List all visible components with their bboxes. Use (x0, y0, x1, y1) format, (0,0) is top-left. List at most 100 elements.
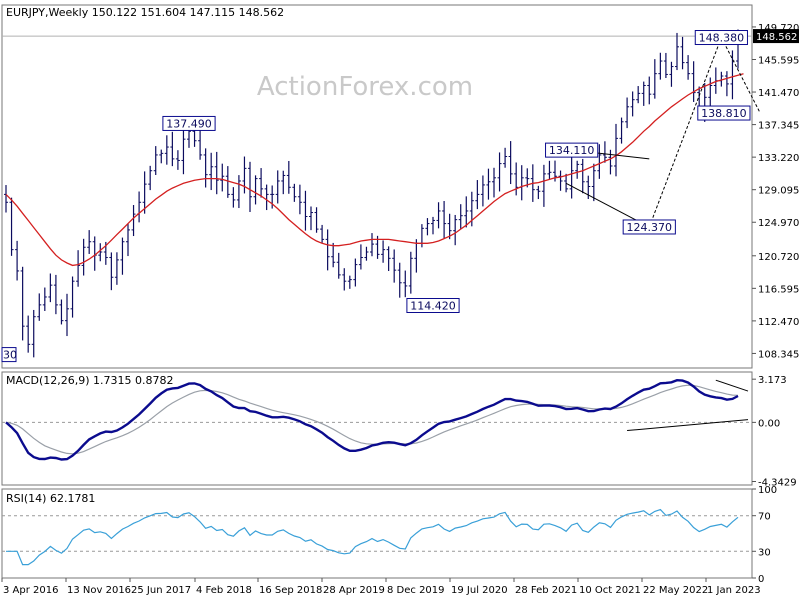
price-bar (686, 55, 691, 80)
price-bar (403, 270, 408, 298)
price-bar (497, 152, 502, 192)
price-bar (641, 81, 646, 106)
y-tick-label: 70 (758, 512, 771, 523)
price-bar (59, 299, 64, 325)
price-bar (170, 131, 175, 167)
y-tick-label: 3.173 (758, 375, 787, 386)
price-bar (131, 205, 136, 237)
price-bar (347, 275, 352, 289)
price-bar (26, 315, 31, 353)
y-tick-label: 129.095 (758, 186, 799, 197)
price-bar (658, 52, 663, 80)
price-bar (663, 52, 668, 79)
price-bar (619, 117, 624, 144)
macd-line (5, 378, 739, 461)
price-annotation-label: 124.370 (627, 221, 673, 234)
macd-signal-line (5, 384, 739, 455)
price-bar (20, 266, 25, 341)
price-bar (486, 168, 491, 200)
price-bar (231, 187, 236, 208)
price-bar (636, 86, 641, 104)
price-bar (53, 274, 58, 315)
price-bar (70, 276, 75, 318)
price-bar (453, 214, 458, 246)
price-bar (76, 250, 81, 287)
price-bar (236, 175, 241, 209)
price-bar (508, 141, 513, 185)
y-tick-label: 124.970 (758, 218, 799, 229)
price-bar (569, 155, 574, 199)
y-tick-label: 108.345 (758, 349, 799, 360)
macd-trendline-lower (627, 419, 749, 432)
price-bar (514, 162, 519, 196)
y-tick-label: -4.3429 (758, 477, 797, 488)
trendline-dashed-rise (648, 37, 722, 228)
last-price-badge-label: 148.562 (756, 32, 797, 43)
left-edge-annotation: 30 (1, 347, 17, 363)
price-bar (325, 229, 330, 271)
price-bar (109, 252, 114, 291)
price-bar (264, 184, 269, 211)
price-bar (342, 268, 347, 291)
price-bar (630, 91, 635, 117)
price-bar (370, 233, 374, 257)
price-annotation: 138.810 (697, 105, 751, 121)
price-bar (37, 293, 42, 321)
price-bar (331, 242, 336, 268)
x-tick-label: 13 Nov 2016 (67, 585, 131, 596)
price-bar (680, 36, 685, 70)
price-bar (297, 184, 302, 215)
rsi-panel-title: RSI(14) 62.1781 (6, 492, 95, 505)
price-bar (602, 141, 607, 163)
y-tick-label: 0.00 (758, 418, 780, 429)
x-tick-label: 22 May 2022 (643, 585, 708, 596)
watermark: ActionForex.com (257, 72, 473, 102)
x-tick-label: 28 Feb 2021 (515, 585, 577, 596)
price-bar (675, 32, 679, 71)
price-bar (652, 59, 657, 99)
price-bar (15, 240, 20, 281)
x-tick-label: 8 Dec 2019 (387, 585, 445, 596)
price-bar (536, 185, 541, 200)
price-bar (309, 206, 313, 231)
price-bar (541, 164, 546, 207)
price-bar (31, 309, 36, 358)
price-bar (558, 170, 563, 191)
price-bar (181, 130, 186, 175)
left-edge-annotation-label: 30 (3, 349, 17, 362)
price-bar (175, 150, 180, 170)
price-annotation-label: 137.490 (166, 117, 212, 130)
price-bar (647, 76, 652, 105)
y-tick-label: 100 (758, 485, 777, 496)
price-bar (203, 148, 208, 188)
price-bar (386, 246, 391, 272)
price-bar (392, 249, 397, 283)
price-bar (159, 149, 164, 164)
panel-frame (1, 488, 753, 579)
y-tick-label: 133.220 (758, 153, 799, 164)
x-tick-label: 25 Jun 2017 (131, 585, 191, 596)
price-bar (475, 180, 480, 210)
price-bar (126, 223, 130, 257)
price-bar (209, 152, 214, 191)
x-tick-label: 10 Oct 2021 (579, 585, 641, 596)
y-tick-label: 145.595 (758, 55, 799, 66)
y-tick-label: 0 (758, 574, 764, 585)
price-bar (214, 151, 219, 195)
x-tick-label: 19 Jul 2020 (451, 585, 508, 596)
price-bar (614, 123, 618, 177)
price-bar (442, 200, 447, 239)
price-bar (275, 170, 280, 204)
y-tick-label: 116.595 (758, 284, 799, 295)
x-tick-label: 4 Feb 2018 (196, 585, 252, 596)
price-bar (48, 273, 53, 303)
price-bar (164, 135, 169, 165)
price-bar (458, 204, 463, 230)
x-tick-label: 16 Sep 2018 (259, 585, 322, 596)
moving-average-line (5, 73, 744, 267)
price-bar (281, 170, 286, 195)
price-bar (436, 202, 441, 229)
price-bar (353, 258, 358, 287)
price-annotation: 148.380 (694, 30, 748, 46)
